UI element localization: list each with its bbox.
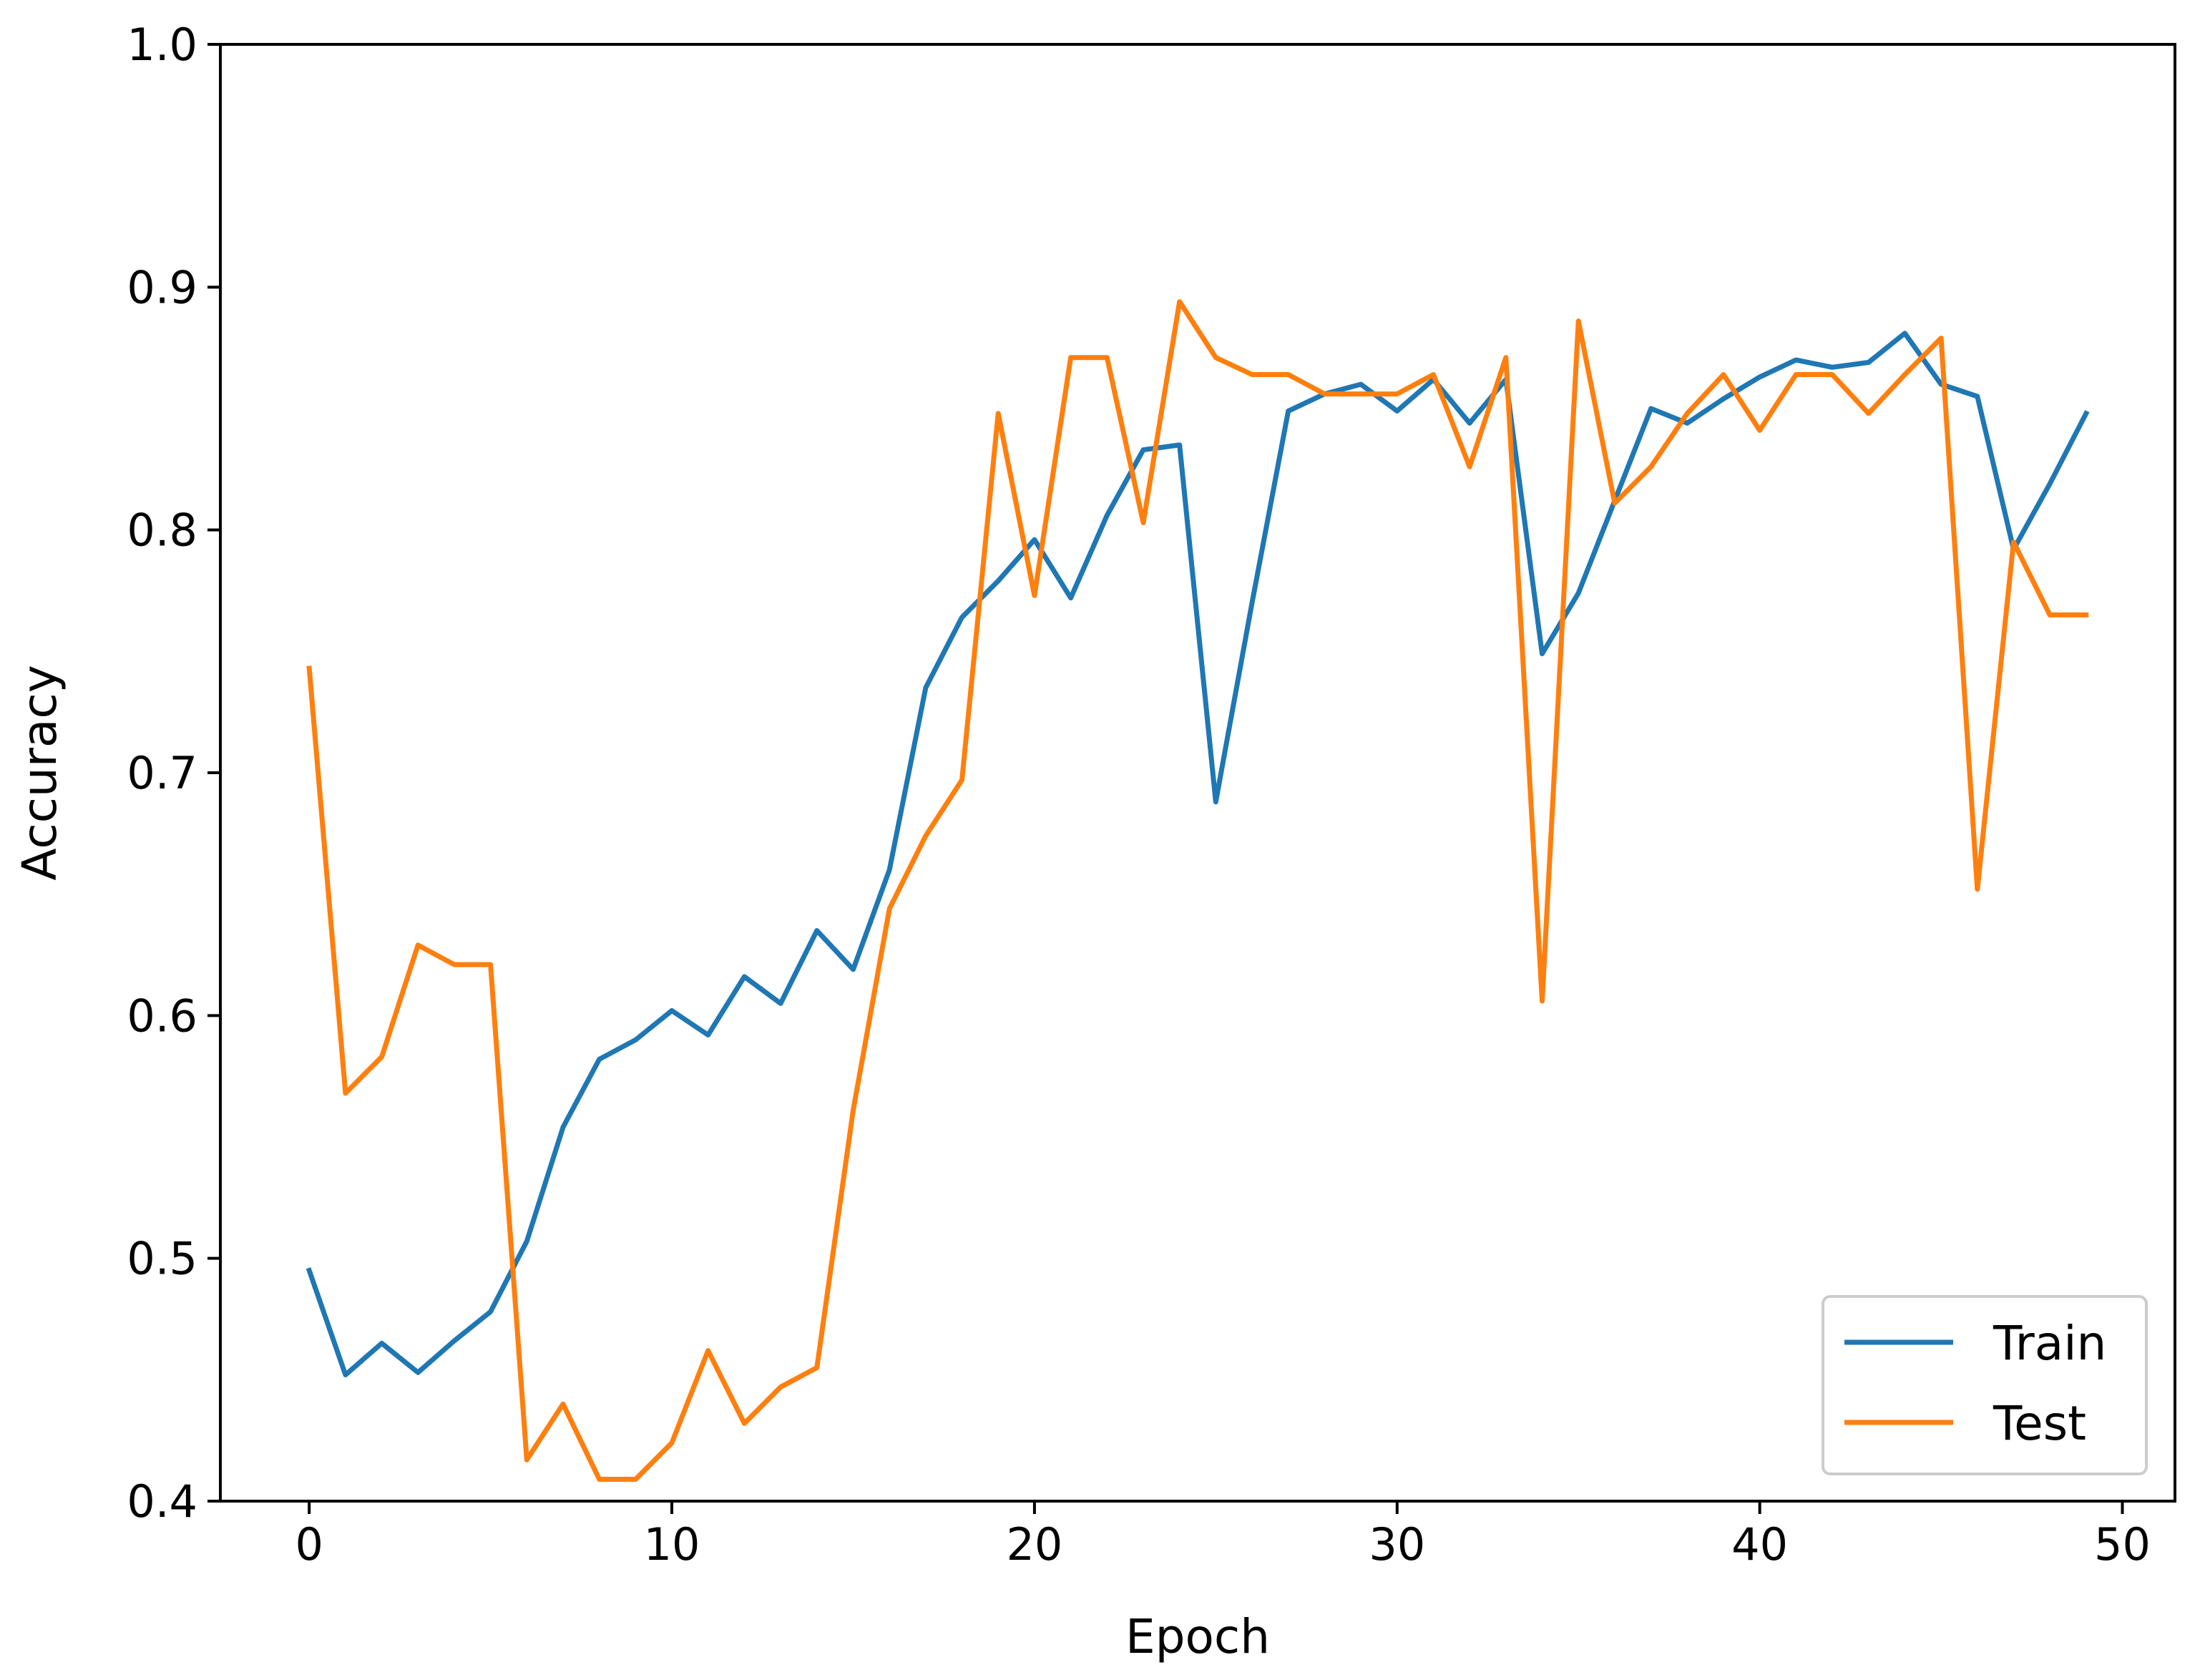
series-line-test	[306, 299, 2089, 1482]
x-tick-label: 20	[1006, 1518, 1062, 1571]
plot-frame	[219, 43, 2176, 1503]
series-line-train	[305, 331, 2090, 1377]
x-axis-ticks: 0 10 20 30 40 50	[295, 1501, 2151, 1571]
x-tick-label: 50	[2094, 1518, 2151, 1571]
y-tick-label: 0.7	[127, 747, 197, 799]
legend-label-train: Train	[1993, 1316, 2106, 1371]
legend-label-test: Test	[1993, 1396, 2086, 1451]
x-tick-label: 30	[1369, 1518, 1425, 1571]
legend: Train Test	[1822, 1295, 2148, 1475]
x-tick-label: 0	[295, 1518, 323, 1571]
y-tick-label: 0.6	[127, 990, 197, 1042]
y-axis-label: Accuracy	[12, 665, 67, 880]
x-tick-label: 10	[644, 1518, 700, 1571]
y-axis-ticks: 0.4 0.5 0.6 0.7 0.8 0.9 1.0	[127, 19, 220, 1528]
y-tick-label: 0.4	[127, 1475, 197, 1528]
x-axis-label: Epoch	[1125, 1609, 1270, 1664]
y-tick-label: 0.8	[127, 504, 197, 557]
series-lines	[305, 299, 2090, 1482]
y-tick-label: 0.5	[127, 1233, 197, 1285]
y-tick-label: 0.9	[127, 261, 197, 313]
y-tick-label: 1.0	[127, 19, 197, 71]
x-tick-label: 40	[1731, 1518, 1788, 1571]
